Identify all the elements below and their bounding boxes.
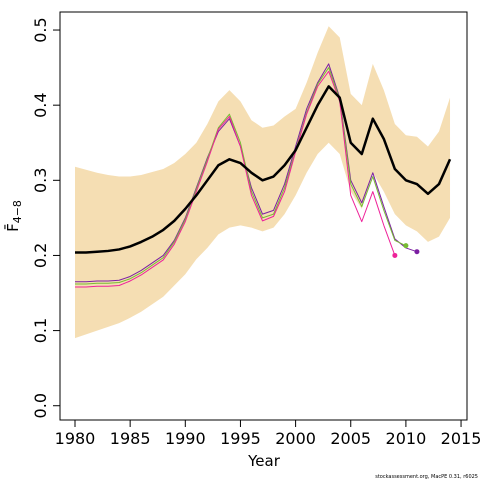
credit: stockassessment.org, MacPE 0.31, r6025 (375, 474, 478, 480)
series-line (75, 70, 396, 288)
x-tick-label: 1995 (220, 429, 261, 448)
confidence-band (75, 26, 451, 339)
series-line (75, 67, 407, 285)
end-point (414, 249, 420, 255)
x-tick-label: 2005 (330, 429, 371, 448)
x-tick-label: 2010 (386, 429, 427, 448)
y-axis-title-main: F̄ (3, 223, 22, 232)
y-tick-label: 0.4 (31, 92, 50, 117)
y-tick-label: 0.2 (31, 243, 50, 268)
plot-frame (59, 11, 468, 421)
x-tick-label: 2000 (275, 429, 316, 448)
y-tick-label: 0.5 (31, 17, 50, 42)
y-tick-label: 0.3 (31, 168, 50, 193)
end-point (403, 243, 409, 249)
x-tick-label: 2015 (441, 429, 480, 448)
y-tick-label: 0.1 (31, 318, 50, 343)
x-axis-title: Year (247, 452, 281, 470)
series-line (75, 85, 452, 254)
x-tick-label: 1990 (165, 429, 206, 448)
x-tick-label: 1980 (55, 429, 96, 448)
y-axis-title: F̄4−8 (3, 200, 24, 232)
x-tick-label: 1985 (110, 429, 151, 448)
y-axis-title-sub: 4−8 (11, 200, 24, 223)
y-tick-label: 0.0 (31, 393, 50, 418)
end-point (392, 252, 398, 258)
